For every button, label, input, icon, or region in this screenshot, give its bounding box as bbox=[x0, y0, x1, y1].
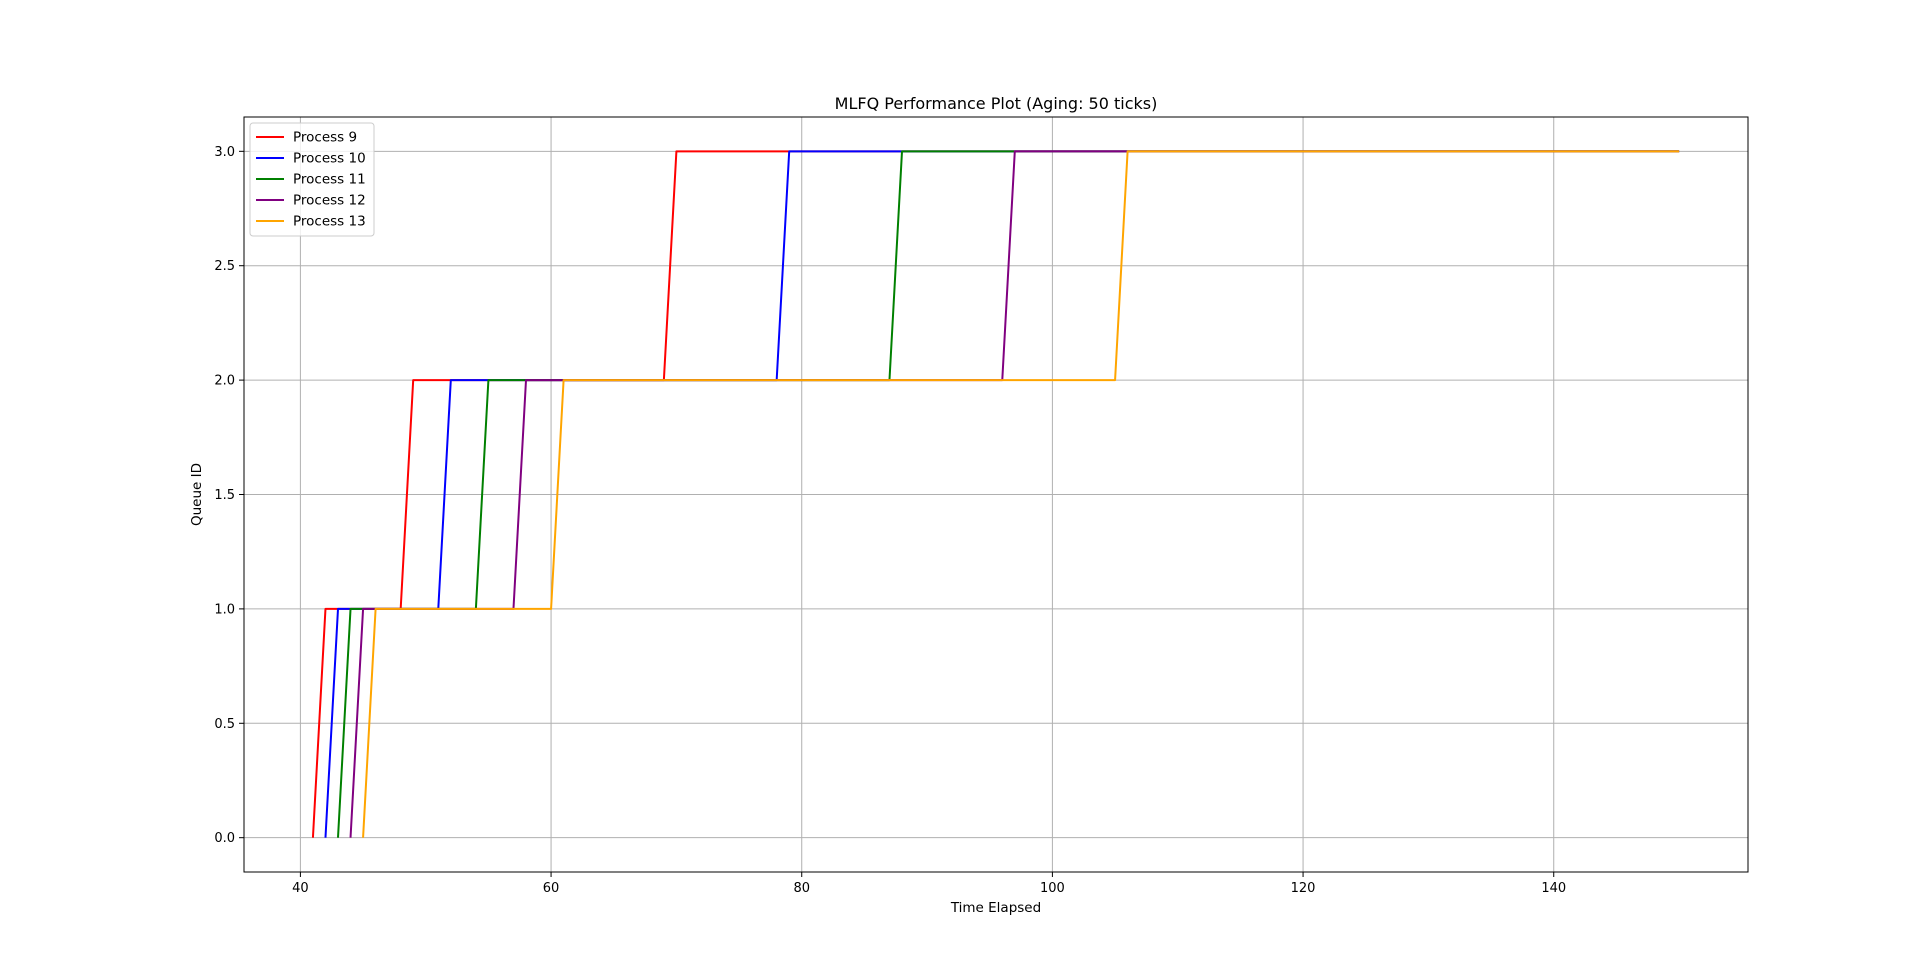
x-tick-label: 140 bbox=[1541, 881, 1566, 896]
legend-entry-label: Process 9 bbox=[293, 130, 357, 146]
legend-box bbox=[249, 122, 375, 237]
y-tick-label: 3.0 bbox=[214, 145, 235, 160]
series-line-2 bbox=[324, 150, 1680, 838]
legend-entry-label: Process 11 bbox=[293, 172, 366, 188]
x-axis-label: Time Elapsed bbox=[950, 900, 1041, 916]
y-tick-label: 2.5 bbox=[214, 259, 235, 274]
x-tick-label: 60 bbox=[543, 881, 560, 896]
x-tick-label: 40 bbox=[292, 881, 309, 896]
legend-entry-label: Process 13 bbox=[293, 214, 366, 230]
x-tick-label: 100 bbox=[1040, 881, 1065, 896]
x-tick-label: 120 bbox=[1291, 881, 1316, 896]
legend-entry-label: Process 10 bbox=[293, 151, 366, 167]
series-line-5 bbox=[362, 150, 1680, 838]
chart-title: MLFQ Performance Plot (Aging: 50 ticks) bbox=[835, 94, 1158, 113]
legend-entry-label: Process 12 bbox=[293, 193, 366, 209]
y-tick-label: 0.5 bbox=[214, 717, 235, 732]
series-lines bbox=[311, 150, 1680, 838]
x-tick-label: 80 bbox=[793, 881, 810, 896]
y-tick-label: 2.0 bbox=[214, 374, 235, 389]
grid bbox=[244, 117, 1748, 872]
y-tick-label: 1.5 bbox=[214, 488, 235, 503]
series-line-4 bbox=[349, 150, 1680, 838]
axis-ticks: 40 60 80 100 120 140 0.0 0.5 1.0 1.5 2.0 2.5 3.0 bbox=[214, 145, 1566, 896]
y-tick-label: 1.0 bbox=[214, 602, 235, 617]
y-tick-label: 0.0 bbox=[214, 831, 235, 846]
legend: Process 9 Process 10 Process 11 Process 12 P… bbox=[249, 122, 375, 237]
y-axis-label: Queue ID bbox=[189, 463, 205, 526]
series-line-1 bbox=[311, 150, 1680, 838]
series-line-3 bbox=[337, 150, 1680, 838]
